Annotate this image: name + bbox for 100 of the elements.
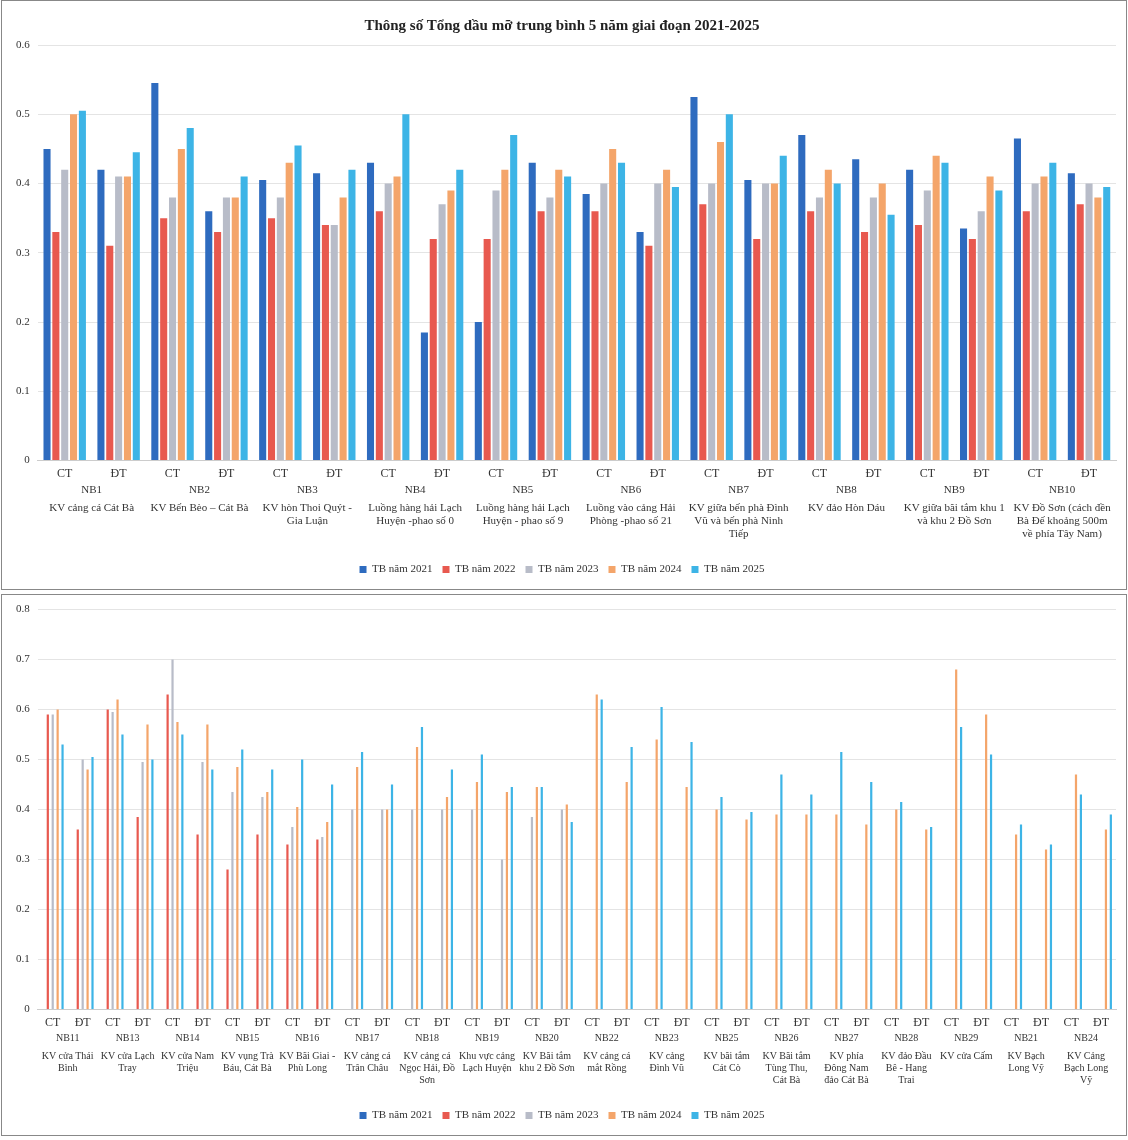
y-tick-label: 0.1: [16, 952, 30, 965]
bar: [833, 183, 841, 461]
bar: [716, 141, 725, 461]
bar: [878, 183, 886, 461]
bar: [930, 827, 933, 1010]
legend-label: TB năm 2021: [372, 562, 433, 575]
bar: [321, 225, 329, 461]
bar: [510, 787, 513, 1010]
x-tick-label: CT: [224, 1014, 241, 1029]
bar: [240, 176, 248, 461]
bar: [1074, 774, 1078, 1010]
x-tick-label: CT: [104, 1014, 121, 1029]
x-tick-label: ĐT: [733, 1014, 751, 1029]
bar: [266, 792, 269, 1010]
bar: [1049, 162, 1057, 461]
y-tick-label: 0.6: [16, 702, 31, 715]
y-tick-label: 0.4: [16, 176, 31, 189]
bar: [231, 197, 239, 461]
text: NB25: [714, 1032, 739, 1044]
text: NB29: [954, 1032, 979, 1044]
x-tick-label: CT: [45, 1014, 62, 1029]
text: KV cửa Lạch Tray: [100, 1050, 155, 1074]
bar: [206, 724, 209, 1010]
bar: [450, 769, 454, 1010]
bar: [654, 183, 662, 461]
bar: [241, 749, 244, 1010]
bar: [291, 827, 294, 1010]
x-tick-label: ĐT: [314, 1014, 331, 1029]
text: NB4: [404, 482, 427, 495]
text: NB8: [836, 482, 858, 495]
bar: [501, 169, 509, 461]
text: NB13: [115, 1032, 140, 1044]
bar: [617, 162, 626, 461]
bar: [906, 169, 914, 461]
y-tick-label: 0.3: [16, 852, 31, 865]
bar: [595, 694, 598, 1010]
text: KV Bạch Long Vỹ: [1007, 1050, 1045, 1074]
x-tick-label: CT: [584, 1014, 601, 1029]
bar: [775, 814, 778, 1010]
bar: [1109, 814, 1112, 1010]
bar: [294, 145, 302, 461]
bar: [1019, 824, 1023, 1010]
x-tick-label: CT: [811, 465, 828, 480]
y-tick-label: 0: [24, 453, 31, 466]
bar: [530, 817, 534, 1010]
text: NB6: [620, 482, 642, 495]
x-tick-label: ĐT: [134, 1014, 152, 1029]
text: KV vụng Trà Báu, Cát Bà: [221, 1050, 275, 1074]
bar: [456, 169, 464, 461]
x-tick-label: CT: [344, 1014, 361, 1029]
bar: [181, 734, 184, 1010]
text: KV đảo Đầu Bê - Hang Trai: [881, 1050, 932, 1086]
bar: [384, 183, 392, 461]
bar: [690, 742, 693, 1010]
text: NB14: [175, 1032, 200, 1044]
bar: [636, 232, 644, 461]
bar: [475, 782, 479, 1010]
bar: [609, 148, 617, 461]
bar: [480, 754, 483, 1010]
x-tick-label: ĐT: [1081, 465, 1098, 480]
bar: [546, 197, 554, 461]
bar: [146, 724, 149, 1010]
bar: [852, 159, 860, 461]
x-tick-label: CT: [164, 1014, 181, 1029]
bar: [932, 155, 940, 461]
x-tick-label: ĐT: [757, 465, 775, 480]
bar: [887, 214, 895, 461]
bar: [699, 204, 707, 461]
x-tick-label: ĐT: [973, 1014, 990, 1029]
bar: [510, 135, 518, 461]
bar: [565, 804, 568, 1010]
text: Luồng hàng hải Lạch Huyện - phao số 9: [476, 500, 571, 526]
bar: [483, 238, 491, 461]
bar: [78, 110, 86, 461]
text: KV cảng cá Cát Bà: [49, 500, 135, 513]
bar: [440, 809, 444, 1010]
bar: [226, 869, 229, 1010]
x-tick-label: CT: [703, 1014, 720, 1029]
text: KV cửa Thái Bình: [41, 1050, 94, 1074]
bar: [540, 787, 543, 1010]
bar: [977, 211, 985, 461]
text: NB18: [415, 1032, 440, 1044]
y-tick-label: 0: [24, 1002, 31, 1015]
bar: [989, 754, 993, 1010]
bar: [505, 792, 509, 1010]
text: NB2: [189, 482, 210, 495]
bar: [900, 802, 903, 1010]
text: Khu vực cảng Lạch Huyện: [459, 1050, 516, 1074]
x-tick-label: CT: [488, 465, 505, 480]
bar: [762, 183, 770, 461]
y-tick-label: 0.3: [16, 245, 31, 258]
bar: [660, 707, 663, 1010]
bar: [445, 797, 449, 1010]
x-tick-label: ĐT: [673, 1014, 691, 1029]
bar: [186, 128, 194, 461]
bar: [941, 162, 949, 461]
legend-label: TB năm 2024: [621, 562, 682, 575]
text: KV cảng Đình Vũ: [648, 1050, 685, 1074]
bar: [655, 739, 658, 1010]
text: NB1: [81, 482, 103, 495]
